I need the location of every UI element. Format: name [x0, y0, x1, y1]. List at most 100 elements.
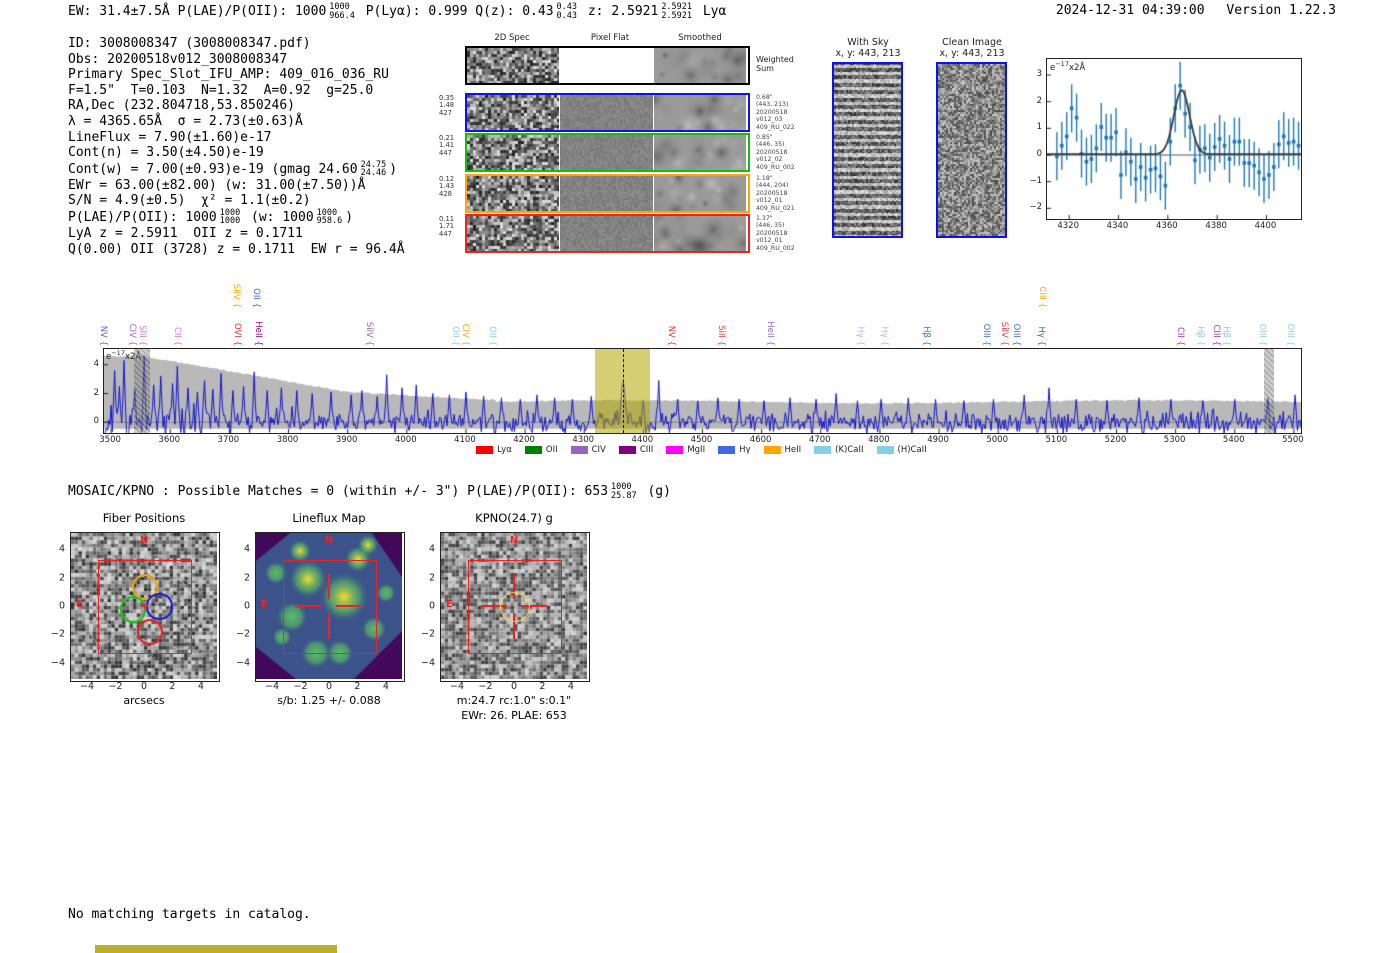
crosshair-arm [328, 613, 330, 639]
cutout-x-tick-label: 2 [539, 681, 546, 692]
smoothed-image [654, 176, 746, 211]
aperture-circle [499, 591, 531, 623]
spectrum-x-tick-label: 4200 [513, 435, 535, 445]
spec2d-row [465, 214, 750, 253]
fit-y-tick-label: −1 [1029, 175, 1042, 186]
smoothed-image [654, 48, 746, 83]
spectrum-x-tick-label: 5500 [1282, 435, 1304, 445]
text-segment: ) [389, 161, 398, 177]
cutout-y-tick-label: −2 [420, 628, 435, 640]
extraction-box [283, 560, 377, 654]
spectrum-x-tick-label: 3900 [335, 435, 358, 445]
compass-north-label: N [324, 535, 334, 546]
text-segment: MOSAIC/KPNO : Possible Matches = 0 (with… [68, 484, 609, 499]
emission-line-label: SiIV { [998, 321, 1009, 346]
right-label-line: v012_02 [756, 156, 783, 164]
report-timestamp: 2024-12-31 04:39:00 Version 1.22.3 [1056, 3, 1336, 18]
info-line: EWr = 63.00(±82.00) (w: 31.00(±7.50))Å [68, 178, 405, 194]
line-fit-plot: e−17x2Å [1046, 58, 1302, 220]
crosshair-arm [521, 605, 547, 607]
spectrum-x-tick-label: 4800 [868, 435, 890, 445]
column-header-2d-spec: 2D Spec [494, 33, 530, 43]
legend-item: Hγ [718, 445, 751, 455]
legend-swatch [476, 446, 494, 454]
emission-line-label: CII { [171, 326, 182, 346]
fit-y-tick-label: 0 [1036, 149, 1042, 159]
footer-note-1: No matching targets in catalog. [68, 907, 311, 922]
fraction-stack: 1000 25.87 [611, 482, 637, 501]
cutout-y-tick-label: 2 [58, 572, 65, 584]
info-line: S/N = 4.9(±0.5) χ² = 1.1(±0.2) [68, 193, 405, 209]
legend-item: (H)CaII [876, 445, 927, 455]
version-text: Version 1.22.3 [1226, 3, 1336, 18]
legend-label: OII [545, 445, 558, 455]
spectrum-y-tick-label: 0 [93, 416, 99, 427]
spec2d-row [465, 46, 750, 85]
spec2d-panel: 2D Spec Pixel Flat Smoothed 0.35 1.48 427 0… [439, 33, 810, 259]
legend-label: CIV [591, 445, 606, 455]
crosshair-arm [328, 573, 330, 599]
cutout-y-tick-label: 0 [243, 600, 250, 612]
column-header-smoothed: Smoothed [678, 33, 722, 43]
clean-image [936, 62, 1007, 238]
spectrum-x-tick-label: 4500 [690, 435, 713, 445]
lineflux-map-title: Lineflux Map [292, 511, 366, 525]
spectrum-x-tick-label: 4900 [927, 435, 949, 445]
left-label-line: 447 [439, 229, 452, 238]
highlight-band [594, 349, 651, 433]
cutout-y-tick-label: 2 [243, 572, 250, 584]
legend-item: (K)CaII [814, 445, 864, 455]
datetime-text: 2024-12-31 04:39:00 [1055, 3, 1205, 18]
text-segment: Lyα [695, 4, 727, 19]
cutout-y-tick-label: −4 [50, 657, 65, 669]
with-sky-image [832, 62, 903, 238]
legend-item: MgII [666, 445, 705, 455]
cutout-x-tick-label: 0 [140, 681, 148, 692]
pixel-flat-image [560, 95, 653, 130]
cutout-x-tick-label: 0 [325, 681, 333, 692]
legend-label: (H)CaII [897, 445, 927, 455]
spectrum-x-tick-label: 4700 [808, 435, 831, 445]
text-segment: Cont(n) = 3.50(±4.50)e-19 [68, 145, 264, 161]
text-segment: (w: 1000 [243, 209, 314, 225]
cutout-x-tick-label: −2 [478, 681, 493, 692]
fit-y-tick-label: 3 [1036, 69, 1042, 79]
spectrum-legend: Lyα OII CIV CIII MgII Hγ HeII (K)CaII (H)CaII [103, 445, 1300, 455]
cutout-x-tick-label: 4 [197, 681, 204, 692]
fraction-stack: 2.5921 2.5921 [661, 2, 693, 21]
right-label-line: 20200518 [756, 148, 788, 156]
pixel-flat-image [560, 216, 653, 251]
emission-line-label: OII { [250, 288, 261, 308]
info-line: LyA z = 2.5911 OII z = 0.1711 [68, 226, 405, 242]
emission-line-label: SiIV { [364, 321, 375, 346]
mosaic-status-line: MOSAIC/KPNO : Possible Matches = 0 (with… [68, 483, 671, 500]
extraction-box [98, 560, 192, 654]
kpno-xlabel2: EWr: 26. PLAE: 653 [461, 709, 567, 722]
legend-label: (K)CaII [835, 445, 864, 455]
left-label-line: 0.11 [439, 215, 455, 223]
cutout-x-tick-label: −4 [450, 681, 465, 692]
fraction-stack: 1000 966.4 [329, 2, 355, 21]
spectrum-x-tick-label: 5000 [986, 435, 1009, 445]
fiber-circle [132, 573, 159, 600]
fit-x-tick-label: 4400 [1254, 221, 1277, 231]
left-label-line: 1.48 [439, 101, 455, 110]
spectrum-x-tick-label: 5100 [1045, 435, 1068, 445]
left-label-line: 1.71 [439, 222, 455, 231]
spectrum-x-tick-label: 5300 [1163, 435, 1186, 445]
cutout-x-tick-label: 4 [567, 681, 574, 692]
fiber-positions-title: Fiber Positions [102, 511, 186, 525]
fit-y-tick-label: −2 [1029, 202, 1042, 213]
emission-line-label: SiII { [137, 325, 148, 346]
crosshair-arm [481, 605, 507, 607]
legend-swatch [718, 446, 736, 454]
spectrum-x-tick-label: 3700 [217, 435, 240, 445]
info-line: Cont(n) = 3.50(±4.50)e-19 [68, 145, 405, 161]
compass-east-label: E [446, 599, 453, 610]
emission-line-label: HeII { [253, 321, 264, 346]
spectrum-x-tick-label: 4400 [631, 435, 654, 445]
spectrum-x-tick-label: 3600 [158, 435, 181, 445]
crosshair-arm [513, 613, 515, 639]
legend-item: CIII [618, 445, 653, 455]
